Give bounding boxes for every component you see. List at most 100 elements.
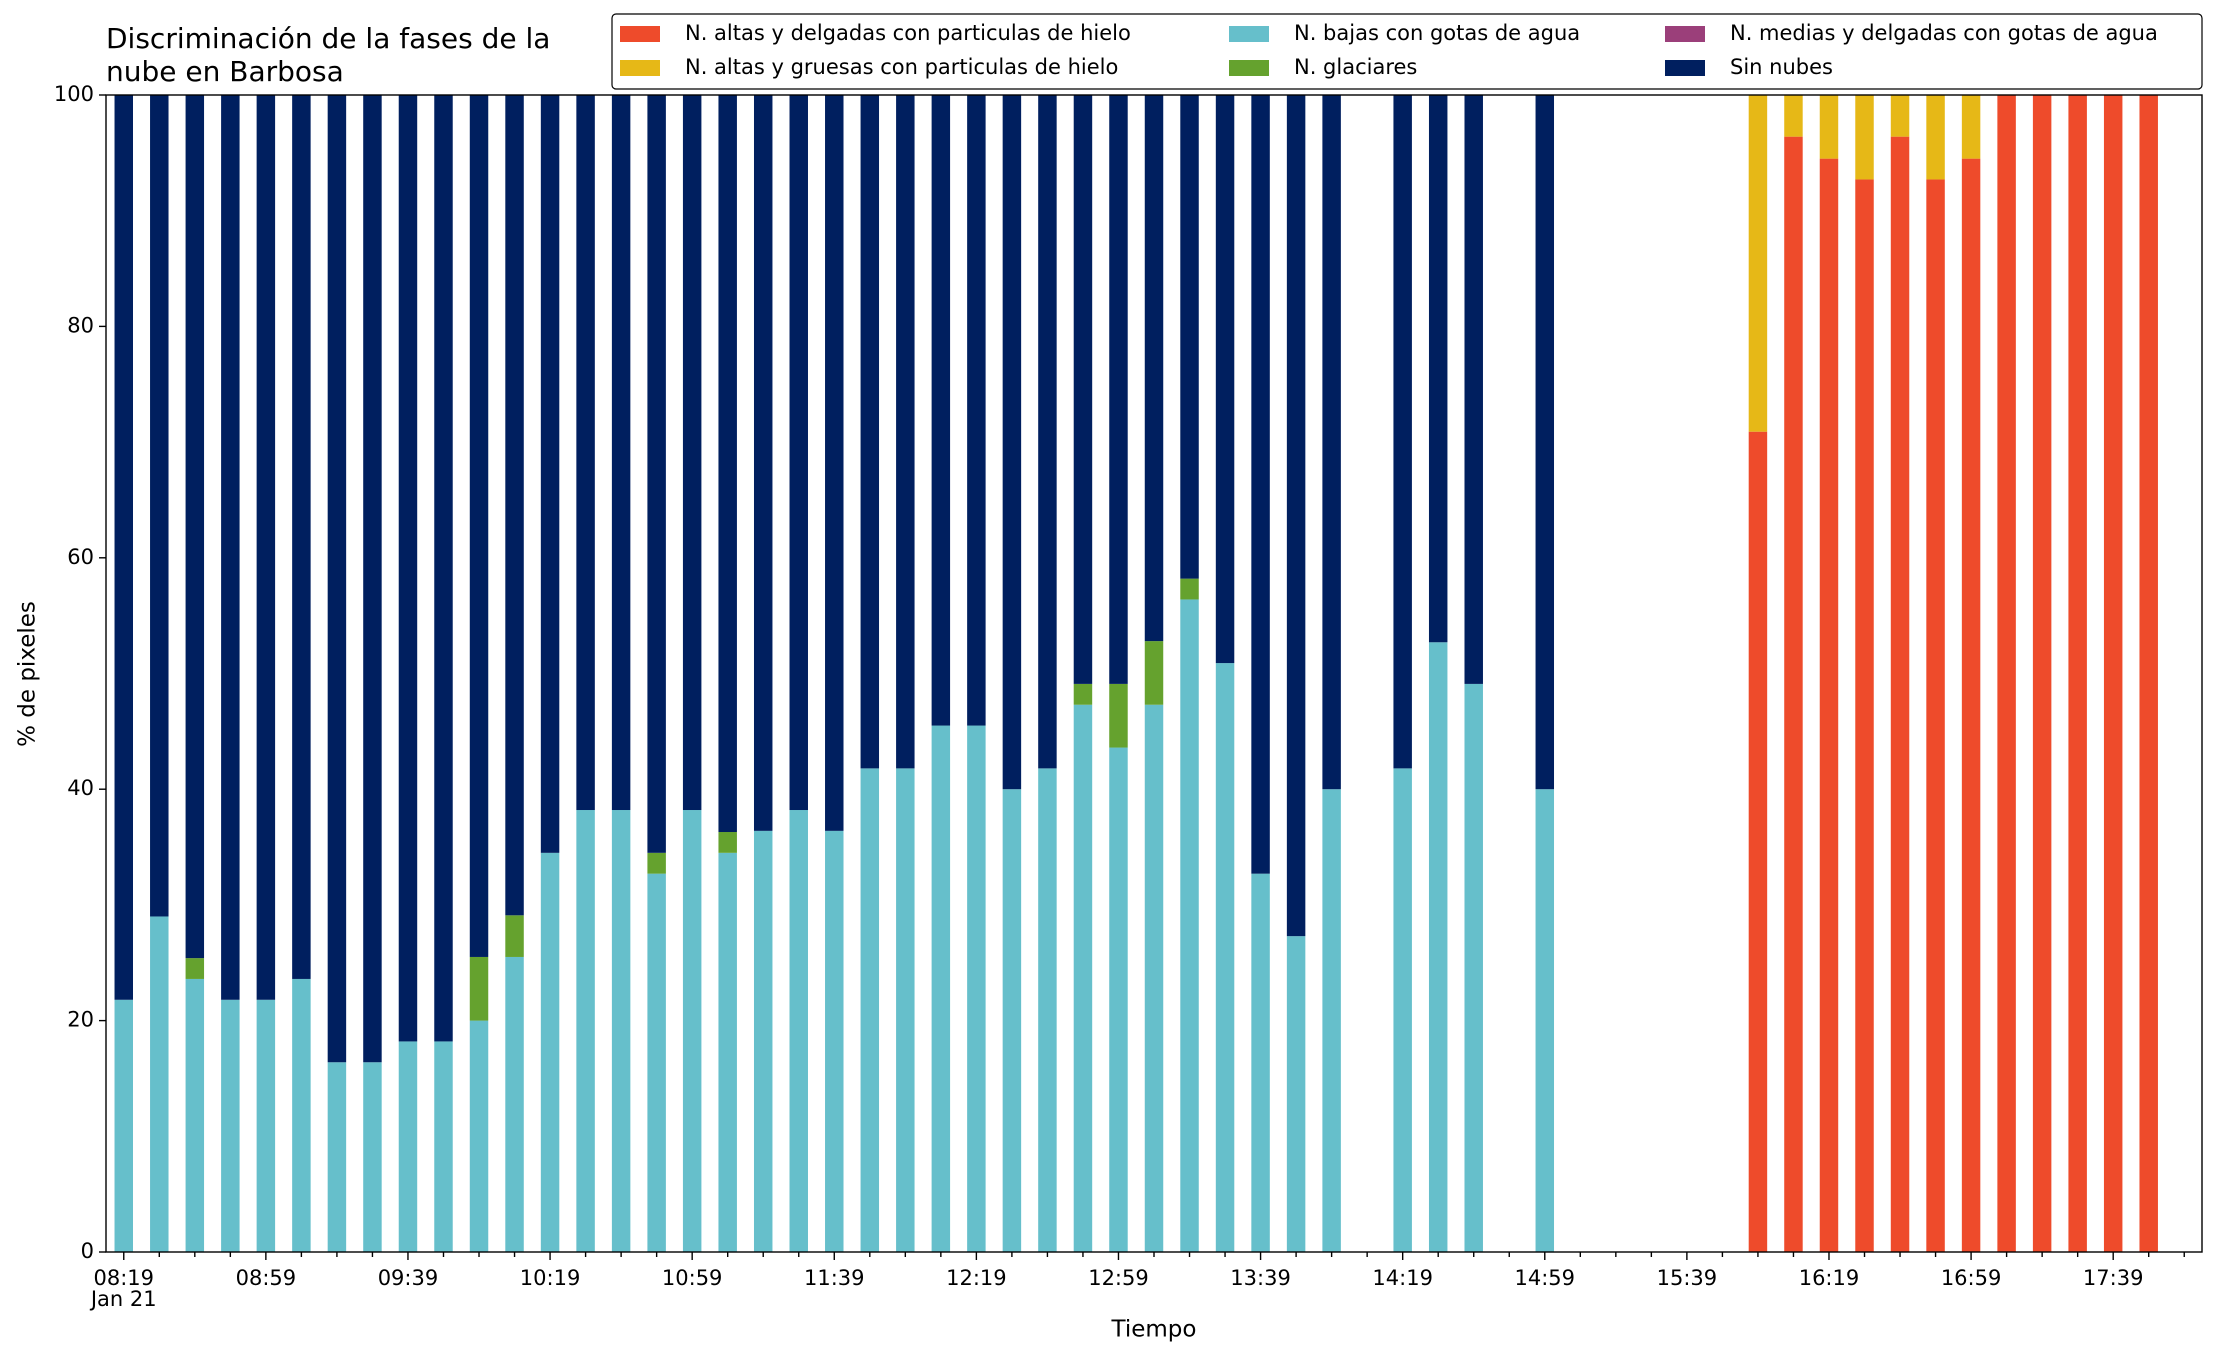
bar-segment xyxy=(1748,95,1768,432)
bar-segment xyxy=(1073,704,1093,1252)
bar-segment xyxy=(150,916,169,1252)
bar-segment xyxy=(1002,95,1022,790)
bar-segment xyxy=(540,852,560,1252)
bar-segment xyxy=(505,915,524,957)
bar-segment xyxy=(1038,768,1057,1252)
bar-segment xyxy=(1286,936,1306,1252)
bar-segment xyxy=(2139,95,2158,1252)
bar-segment xyxy=(221,999,240,1252)
y-tick-label: 100 xyxy=(54,82,94,106)
x-tick-label: 14:59 xyxy=(1515,1266,1576,1290)
y-tick-label: 20 xyxy=(67,1008,94,1032)
bar-segment xyxy=(753,95,773,831)
bar-segment xyxy=(1322,789,1341,1252)
bar-segment xyxy=(1961,158,1981,1252)
bar-segment xyxy=(1251,95,1270,874)
bar-segment xyxy=(505,95,524,916)
legend-swatch xyxy=(1229,26,1269,42)
bar-segment xyxy=(292,95,311,979)
bar-segment xyxy=(931,725,951,1252)
bar-segment xyxy=(1393,768,1412,1252)
bar-segment xyxy=(860,95,880,769)
bar-segment xyxy=(1428,95,1448,643)
bar-segment xyxy=(327,1062,347,1252)
bar-segment xyxy=(1286,95,1306,937)
bar-segment xyxy=(1002,789,1022,1252)
bar-segment xyxy=(2103,95,2123,1252)
bar-segment xyxy=(967,725,986,1252)
bar-segment xyxy=(2032,95,2052,1252)
bar-segment xyxy=(469,1020,489,1252)
bar-segment xyxy=(1748,431,1768,1252)
legend-swatch xyxy=(620,60,660,76)
x-tick-label: 13:39 xyxy=(1230,1266,1291,1290)
bar-segment xyxy=(1535,789,1555,1252)
bar-segment xyxy=(256,999,276,1252)
bar-segment xyxy=(434,95,453,1042)
bar-segment xyxy=(753,830,773,1252)
bar-segment xyxy=(1038,95,1057,769)
bar-segment xyxy=(185,958,205,979)
bar-segment xyxy=(647,852,666,874)
bar-segment xyxy=(789,810,808,1252)
bar-segment xyxy=(1784,136,1803,1253)
bar-segment xyxy=(647,95,666,853)
legend-swatch xyxy=(1665,60,1705,76)
bar-segment xyxy=(363,95,382,1063)
bar-segment xyxy=(611,810,631,1252)
y-tick-label: 40 xyxy=(67,776,94,800)
bar-segment xyxy=(114,999,133,1252)
bar-segment xyxy=(540,95,560,853)
y-axis-label: % de pixeles xyxy=(15,601,41,747)
x-tick-label: 08:59 xyxy=(236,1266,297,1290)
bar-segment xyxy=(718,95,737,833)
bar-segment xyxy=(1073,683,1093,705)
legend-label: N. medias y delgadas con gotas de agua xyxy=(1730,21,2158,45)
x-tick-label: 14:19 xyxy=(1372,1266,1433,1290)
bar-segment xyxy=(1464,95,1483,684)
x-tick-label: 17:39 xyxy=(2083,1266,2144,1290)
bar-segment xyxy=(789,95,808,811)
bar-segment xyxy=(398,1041,418,1252)
bar-segment xyxy=(469,956,489,1021)
bar-segment xyxy=(150,95,169,917)
bar-segment xyxy=(825,95,844,831)
bar-segment xyxy=(1144,95,1164,642)
x-tick-label: 12:19 xyxy=(946,1266,1007,1290)
x-tick-label: 16:19 xyxy=(1799,1266,1860,1290)
bar-segment xyxy=(256,95,276,1000)
bar-segment xyxy=(1109,683,1128,748)
bar-segment xyxy=(1180,95,1199,579)
bar-segment xyxy=(896,768,915,1252)
x-tick-label: 09:39 xyxy=(378,1266,439,1290)
bar-segment xyxy=(682,810,702,1252)
bar-segment xyxy=(1819,95,1839,159)
bar-segment xyxy=(1109,747,1128,1252)
bar-segment xyxy=(292,978,311,1252)
bar-segment xyxy=(327,95,347,1063)
x-tick-label: 15:39 xyxy=(1657,1266,1718,1290)
x-axis-label: Tiempo xyxy=(1111,1317,1197,1343)
legend-box xyxy=(611,13,2203,90)
bar-segment xyxy=(185,95,205,959)
bar-segment xyxy=(1535,95,1555,790)
chart-title: nube en Barbosa xyxy=(106,55,344,88)
bar-segment xyxy=(647,873,666,1252)
legend-swatch xyxy=(1665,26,1705,42)
x-tick-label: 16:59 xyxy=(1941,1266,2002,1290)
bar-segment xyxy=(860,768,880,1252)
bar-segment xyxy=(1215,95,1235,664)
bar-segment xyxy=(1855,95,1874,180)
bar-segment xyxy=(576,810,595,1252)
legend-swatch xyxy=(620,26,660,42)
x-tick-label: 10:59 xyxy=(662,1266,723,1290)
x-tick-label: 10:19 xyxy=(520,1266,581,1290)
bar-segment xyxy=(1144,641,1164,705)
bar-segment xyxy=(1180,578,1199,600)
bar-segment xyxy=(825,830,844,1252)
y-tick-label: 80 xyxy=(67,313,94,337)
bar-segment xyxy=(398,95,418,1042)
legend-label: N. glaciares xyxy=(1294,55,1417,79)
bar-segment xyxy=(1322,95,1341,790)
